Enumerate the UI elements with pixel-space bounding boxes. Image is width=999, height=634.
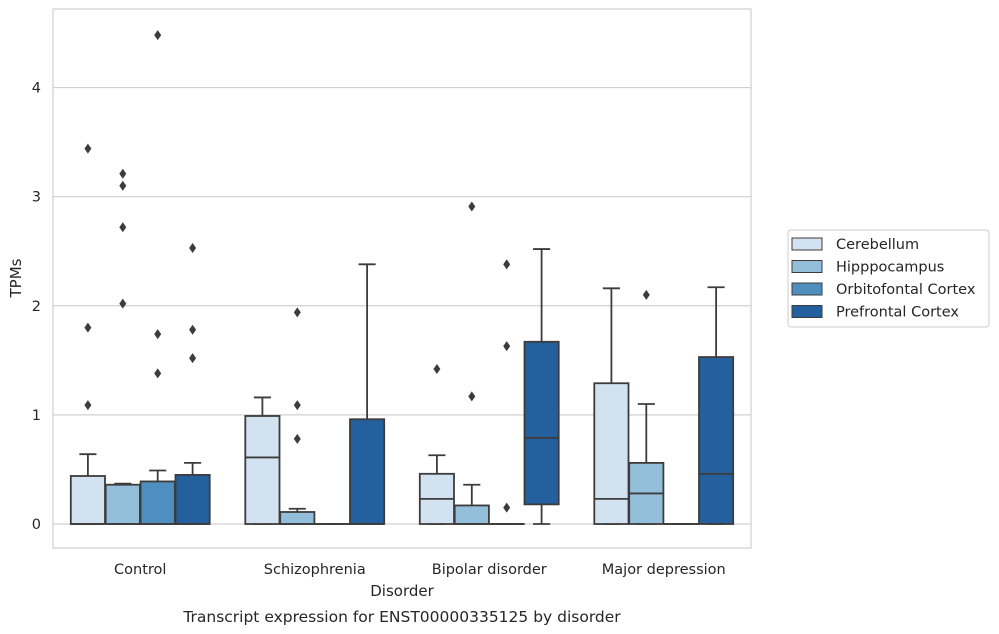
- box-body: [279, 511, 316, 525]
- legend-label: Hipppocampus: [836, 260, 944, 276]
- y-tick-label-1: 1: [32, 408, 41, 424]
- box-2-1: [453, 201, 490, 525]
- outlier-2: [84, 143, 92, 154]
- box-body: [244, 415, 281, 525]
- legend-swatch: [791, 260, 823, 273]
- x-tick-label-1: Schizophrenia: [264, 562, 366, 578]
- outlier-2: [189, 242, 197, 253]
- outlier-2: [503, 259, 511, 270]
- y-tick-label-3: 3: [32, 190, 41, 206]
- legend-swatch: [791, 305, 823, 318]
- outlier-2: [293, 307, 301, 318]
- legend-item-3: Prefrontal Cortex: [791, 305, 959, 321]
- legend-swatch: [791, 282, 823, 296]
- x-tick-label-2: Bipolar disorder: [432, 562, 547, 578]
- chart-caption: Transcript expression for ENST0000033512…: [182, 608, 621, 626]
- y-axis-label: TPMs: [7, 258, 25, 298]
- outlier-2: [119, 180, 127, 191]
- box-body: [593, 382, 630, 525]
- outlier-0: [642, 289, 650, 300]
- box-2-0: [418, 364, 455, 525]
- box-0-1: [104, 168, 141, 525]
- outlier-3: [119, 168, 127, 179]
- legend-label: Prefrontal Cortex: [836, 305, 959, 321]
- legend-item-0: Cerebellum: [791, 237, 919, 253]
- outlier-0: [119, 298, 127, 309]
- box-2-2: [488, 259, 525, 525]
- box-1-3: [349, 263, 386, 525]
- outlier-1: [84, 322, 92, 333]
- box-body: [69, 475, 106, 525]
- legend-swatch: [791, 237, 823, 251]
- outlier-0: [433, 364, 441, 375]
- outlier-1: [293, 400, 301, 411]
- outlier-1: [468, 201, 476, 212]
- box-3-3: [698, 286, 735, 525]
- box-2-3: [523, 248, 560, 525]
- legend-item-1: Hipppocampus: [791, 260, 944, 276]
- outlier-1: [154, 329, 162, 340]
- legend-label: Orbitofontal Cortex: [836, 282, 976, 298]
- y-tick-label-4: 4: [32, 81, 41, 97]
- box-1-0: [244, 396, 281, 525]
- outlier-0: [293, 433, 301, 444]
- box-1-1: [279, 307, 316, 525]
- box-3-1: [628, 289, 665, 525]
- box-0-0: [69, 143, 106, 525]
- y-tick-label-0: 0: [32, 517, 41, 533]
- box-0-3: [174, 242, 211, 525]
- box-body: [139, 480, 176, 525]
- plot-area: [52, 8, 752, 549]
- outlier-0: [468, 391, 476, 402]
- outlier-1: [503, 341, 511, 352]
- outlier-0: [84, 400, 92, 411]
- box-body: [698, 356, 735, 525]
- outlier-0: [154, 368, 162, 379]
- box-body: [104, 483, 141, 525]
- x-axis-label: Disorder: [370, 582, 434, 600]
- legend: Cerebellum Hipppocampus Orbitofontal Corte…: [787, 229, 990, 328]
- box-body: [523, 340, 560, 506]
- legend-frame: [787, 229, 990, 328]
- boxes: [69, 30, 735, 525]
- legend-label: Cerebellum: [836, 237, 919, 253]
- box-body: [174, 473, 211, 525]
- outlier-1: [119, 222, 127, 233]
- outlier-0: [503, 502, 511, 513]
- y-tick-labels: 0 1 2 3 4: [32, 81, 41, 533]
- x-tick-labels: Control Schizophrenia Bipolar disorder Majo…: [114, 562, 726, 578]
- legend-item-2: Orbitofontal Cortex: [791, 282, 976, 298]
- box-3-0: [593, 287, 630, 525]
- x-tick-label-3: Major depression: [602, 562, 726, 578]
- box-body: [453, 504, 490, 525]
- outlier-2: [154, 30, 162, 41]
- outlier-0: [189, 353, 197, 364]
- outlier-1: [189, 324, 197, 335]
- y-tick-label-2: 2: [32, 299, 41, 315]
- x-tick-label-0: Control: [114, 562, 166, 578]
- box-body: [349, 418, 386, 525]
